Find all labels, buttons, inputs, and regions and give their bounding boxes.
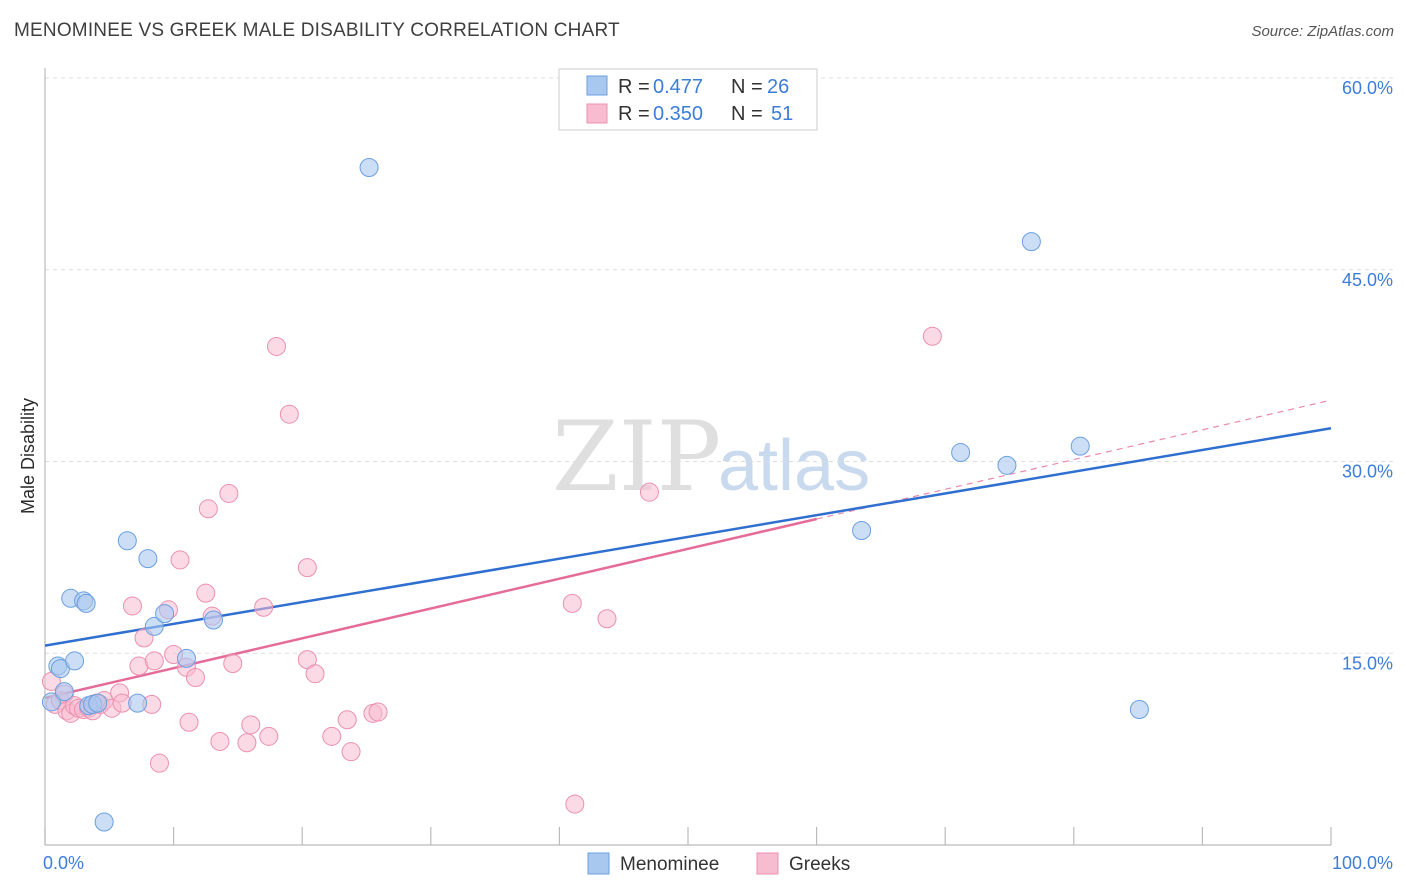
menominee-point bbox=[176, 648, 196, 668]
greeks-point bbox=[639, 482, 659, 502]
greeks-point bbox=[305, 664, 325, 684]
legend-menominee-swatch bbox=[587, 852, 610, 875]
y-tick-label: 30.0% bbox=[1342, 462, 1393, 482]
greeks-point bbox=[322, 726, 342, 746]
legend-n-label-greeks: N = bbox=[731, 103, 763, 125]
y-tick-label: 45.0% bbox=[1342, 270, 1393, 290]
grid-lines bbox=[45, 77, 1393, 654]
greeks-point bbox=[149, 753, 169, 773]
legend-r-value-greeks: 0.350 bbox=[653, 103, 703, 125]
greeks-point bbox=[122, 596, 142, 616]
greeks-point bbox=[219, 483, 239, 503]
menominee-point bbox=[144, 616, 164, 636]
greeks-point bbox=[144, 651, 164, 671]
legend-menominee-label: Menominee bbox=[620, 854, 719, 875]
greeks-point bbox=[597, 609, 617, 629]
greeks-point bbox=[170, 550, 190, 570]
menominee-point bbox=[359, 157, 379, 177]
greeks-point bbox=[297, 558, 317, 578]
greeks-point bbox=[368, 702, 388, 722]
greeks-point bbox=[185, 668, 205, 688]
greeks-point bbox=[210, 731, 230, 751]
menominee-point bbox=[1129, 699, 1149, 719]
menominee-point bbox=[88, 693, 108, 713]
menominee-point bbox=[128, 693, 148, 713]
y-axis-tick-labels: 15.0% 30.0% 45.0% 60.0% bbox=[1342, 78, 1393, 673]
greeks-point bbox=[266, 336, 286, 356]
legend-r-label-greeks: R = bbox=[618, 103, 650, 125]
menominee-point bbox=[997, 455, 1017, 475]
menominee-point bbox=[138, 549, 158, 569]
data-points bbox=[41, 157, 1149, 832]
greeks-point bbox=[565, 794, 585, 814]
greeks-point bbox=[241, 715, 261, 735]
greeks-point bbox=[341, 742, 361, 762]
greeks-point bbox=[196, 583, 216, 603]
greeks-point bbox=[237, 733, 257, 753]
menominee-point bbox=[76, 593, 96, 613]
menominee-point bbox=[203, 610, 223, 630]
y-tick-label: 15.0% bbox=[1342, 653, 1393, 673]
greeks-trendline bbox=[44, 517, 817, 700]
x-tick-label-min: 0.0% bbox=[43, 853, 84, 873]
menominee-point bbox=[1070, 436, 1090, 456]
greeks-point bbox=[254, 597, 274, 617]
menominee-point bbox=[951, 443, 971, 463]
legend-r-value-menominee: 0.477 bbox=[653, 76, 703, 98]
chart-title: MENOMINEE VS GREEK MALE DISABILITY CORRE… bbox=[14, 20, 620, 41]
greeks-point bbox=[279, 404, 299, 424]
watermark-zip: ZIP bbox=[552, 401, 721, 513]
legend-n-value-menominee: 26 bbox=[767, 76, 789, 98]
greeks-point bbox=[198, 499, 218, 519]
legend-n-label-menominee: N = bbox=[731, 76, 763, 98]
menominee-point bbox=[41, 692, 61, 712]
watermark-atlas: atlas bbox=[718, 426, 870, 506]
chart-source: Source: ZipAtlas.com bbox=[1251, 23, 1394, 40]
greeks-point bbox=[259, 726, 279, 746]
greeks-swatch bbox=[586, 103, 608, 124]
menominee-swatch bbox=[586, 75, 608, 96]
menominee-point bbox=[155, 604, 175, 624]
greeks-point bbox=[223, 653, 243, 673]
menominee-point bbox=[1021, 232, 1041, 252]
y-tick-label: 60.0% bbox=[1342, 78, 1393, 98]
menominee-point bbox=[65, 651, 85, 671]
menominee-point bbox=[54, 682, 74, 702]
legend-greeks-label: Greeks bbox=[789, 854, 850, 875]
x-axis-ticks bbox=[44, 827, 1332, 845]
greeks-point bbox=[562, 593, 582, 613]
legend-r-label-menominee: R = bbox=[618, 76, 650, 98]
stats-legend: R = 0.477 N = 26 R = 0.350 N = 51 bbox=[558, 68, 818, 131]
menominee-point bbox=[852, 521, 872, 541]
greeks-point bbox=[179, 712, 199, 732]
greeks-point bbox=[922, 326, 942, 346]
menominee-point bbox=[117, 531, 137, 551]
x-tick-label-max: 100.0% bbox=[1332, 853, 1393, 873]
menominee-point bbox=[94, 812, 114, 832]
series-legend: Menominee Greeks bbox=[587, 852, 850, 875]
legend-n-value-greeks: 51 bbox=[771, 103, 793, 125]
y-axis-label: Male Disability bbox=[18, 398, 38, 514]
legend-greeks-swatch bbox=[756, 852, 779, 875]
greeks-point bbox=[337, 710, 357, 730]
